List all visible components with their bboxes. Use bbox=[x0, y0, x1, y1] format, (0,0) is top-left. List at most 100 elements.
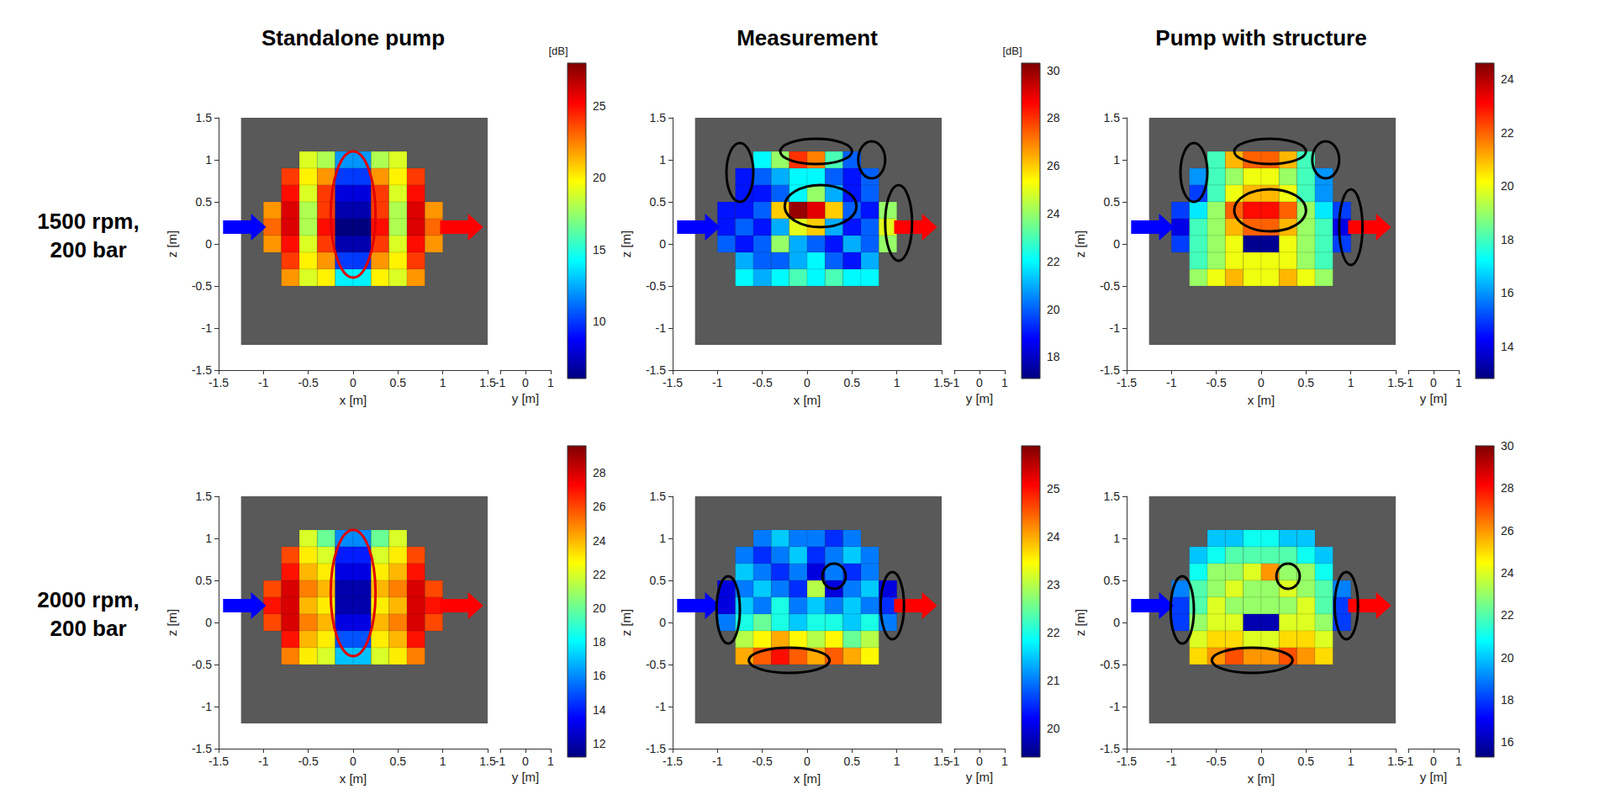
svg-text:1.5: 1.5 bbox=[479, 375, 497, 390]
svg-text:z [m]: z [m] bbox=[164, 608, 180, 637]
svg-text:-1.5: -1.5 bbox=[662, 375, 683, 390]
svg-text:-0.5: -0.5 bbox=[191, 657, 212, 671]
svg-text:1: 1 bbox=[893, 754, 901, 768]
svg-text:-1.5: -1.5 bbox=[208, 375, 229, 390]
svg-text:15: 15 bbox=[592, 242, 607, 257]
svg-text:-1: -1 bbox=[1403, 754, 1415, 768]
svg-text:1: 1 bbox=[547, 375, 555, 390]
svg-text:0: 0 bbox=[349, 754, 357, 768]
svg-text:-1: -1 bbox=[712, 754, 724, 768]
svg-text:28: 28 bbox=[1046, 110, 1061, 125]
svg-text:12: 12 bbox=[592, 736, 607, 750]
svg-text:0.5: 0.5 bbox=[649, 573, 667, 587]
svg-text:26: 26 bbox=[1500, 523, 1515, 538]
svg-text:14: 14 bbox=[592, 702, 607, 717]
svg-text:-0.5: -0.5 bbox=[298, 754, 319, 768]
svg-text:30: 30 bbox=[1046, 63, 1061, 78]
svg-text:0: 0 bbox=[659, 615, 666, 629]
svg-text:24: 24 bbox=[1500, 565, 1515, 580]
svg-text:0: 0 bbox=[1257, 375, 1265, 390]
svg-text:[dB]: [dB] bbox=[548, 44, 568, 58]
svg-text:20: 20 bbox=[592, 170, 607, 185]
svg-text:z [m]: z [m] bbox=[164, 230, 180, 259]
svg-text:1: 1 bbox=[439, 754, 447, 768]
svg-text:-1: -1 bbox=[949, 375, 961, 390]
svg-text:-1.5: -1.5 bbox=[208, 754, 229, 768]
svg-text:20: 20 bbox=[1046, 302, 1061, 317]
svg-text:0: 0 bbox=[205, 237, 212, 251]
svg-text:-1.5: -1.5 bbox=[191, 363, 212, 377]
svg-text:0.5: 0.5 bbox=[390, 754, 407, 768]
svg-text:0: 0 bbox=[349, 375, 357, 390]
svg-text:22: 22 bbox=[1500, 126, 1515, 140]
svg-text:-1: -1 bbox=[258, 754, 270, 768]
svg-text:1: 1 bbox=[1347, 754, 1355, 768]
svg-text:26: 26 bbox=[592, 499, 607, 513]
svg-text:10: 10 bbox=[592, 314, 607, 328]
svg-text:18: 18 bbox=[592, 634, 607, 649]
svg-text:z [m]: z [m] bbox=[618, 230, 634, 259]
svg-text:-0.5: -0.5 bbox=[1206, 375, 1227, 390]
svg-text:1: 1 bbox=[205, 531, 212, 545]
svg-text:-0.5: -0.5 bbox=[191, 279, 212, 293]
svg-text:1: 1 bbox=[547, 754, 555, 768]
svg-text:1: 1 bbox=[893, 375, 901, 390]
svg-text:1.5: 1.5 bbox=[933, 375, 951, 390]
svg-text:0: 0 bbox=[1113, 237, 1120, 251]
svg-text:1.5: 1.5 bbox=[1387, 754, 1405, 768]
svg-text:22: 22 bbox=[1046, 254, 1061, 269]
svg-text:1: 1 bbox=[659, 531, 666, 545]
svg-text:Standalone pump: Standalone pump bbox=[261, 25, 445, 51]
svg-text:28: 28 bbox=[1500, 480, 1515, 495]
svg-text:-1.5: -1.5 bbox=[1099, 363, 1120, 377]
svg-text:-0.5: -0.5 bbox=[752, 754, 773, 768]
svg-text:0: 0 bbox=[1430, 754, 1437, 768]
svg-text:28: 28 bbox=[592, 465, 607, 480]
svg-text:-0.5: -0.5 bbox=[645, 279, 666, 293]
svg-text:-0.5: -0.5 bbox=[752, 375, 773, 390]
svg-text:-0.5: -0.5 bbox=[1099, 279, 1120, 293]
svg-text:1: 1 bbox=[1113, 531, 1120, 545]
svg-text:20: 20 bbox=[1046, 721, 1061, 735]
svg-text:1.5: 1.5 bbox=[1103, 489, 1121, 503]
svg-text:0: 0 bbox=[659, 237, 666, 251]
svg-text:1: 1 bbox=[205, 153, 212, 167]
svg-text:0: 0 bbox=[522, 375, 529, 390]
svg-text:1: 1 bbox=[1001, 754, 1009, 768]
svg-text:-1: -1 bbox=[1166, 375, 1178, 390]
svg-text:x [m]: x [m] bbox=[1247, 392, 1276, 407]
svg-text:0: 0 bbox=[1430, 375, 1437, 390]
svg-text:x [m]: x [m] bbox=[339, 392, 368, 407]
svg-text:25: 25 bbox=[1046, 481, 1061, 496]
svg-text:21: 21 bbox=[1046, 673, 1061, 687]
svg-text:16: 16 bbox=[592, 668, 607, 682]
svg-text:1: 1 bbox=[1001, 375, 1009, 390]
svg-text:2000 rpm,: 2000 rpm, bbox=[36, 586, 139, 613]
svg-text:-1: -1 bbox=[495, 375, 507, 390]
svg-text:0.5: 0.5 bbox=[1298, 754, 1315, 768]
svg-text:200 bar: 200 bar bbox=[49, 237, 127, 263]
svg-text:x [m]: x [m] bbox=[339, 770, 368, 786]
svg-text:-1: -1 bbox=[712, 375, 724, 390]
svg-text:0: 0 bbox=[1113, 615, 1120, 629]
svg-text:y [m]: y [m] bbox=[966, 390, 994, 406]
svg-text:16: 16 bbox=[1500, 734, 1515, 749]
svg-text:-1.5: -1.5 bbox=[1116, 754, 1137, 768]
svg-text:16: 16 bbox=[1500, 285, 1515, 300]
svg-text:1500 rpm,: 1500 rpm, bbox=[36, 208, 139, 234]
svg-text:x [m]: x [m] bbox=[793, 770, 822, 786]
svg-text:0: 0 bbox=[976, 375, 983, 390]
svg-text:0.5: 0.5 bbox=[195, 195, 213, 209]
svg-text:-1.5: -1.5 bbox=[191, 741, 212, 756]
svg-text:-1.5: -1.5 bbox=[662, 754, 683, 768]
svg-text:-1.5: -1.5 bbox=[1116, 375, 1137, 390]
svg-text:30: 30 bbox=[1500, 438, 1515, 453]
svg-text:[dB]: [dB] bbox=[1002, 44, 1022, 58]
svg-text:-1: -1 bbox=[655, 321, 667, 335]
svg-text:1.5: 1.5 bbox=[1103, 110, 1121, 125]
svg-text:22: 22 bbox=[1500, 607, 1515, 622]
svg-text:1: 1 bbox=[439, 375, 447, 390]
svg-text:22: 22 bbox=[592, 567, 607, 581]
svg-text:1.5: 1.5 bbox=[195, 110, 213, 125]
svg-text:-1.5: -1.5 bbox=[1099, 741, 1120, 756]
